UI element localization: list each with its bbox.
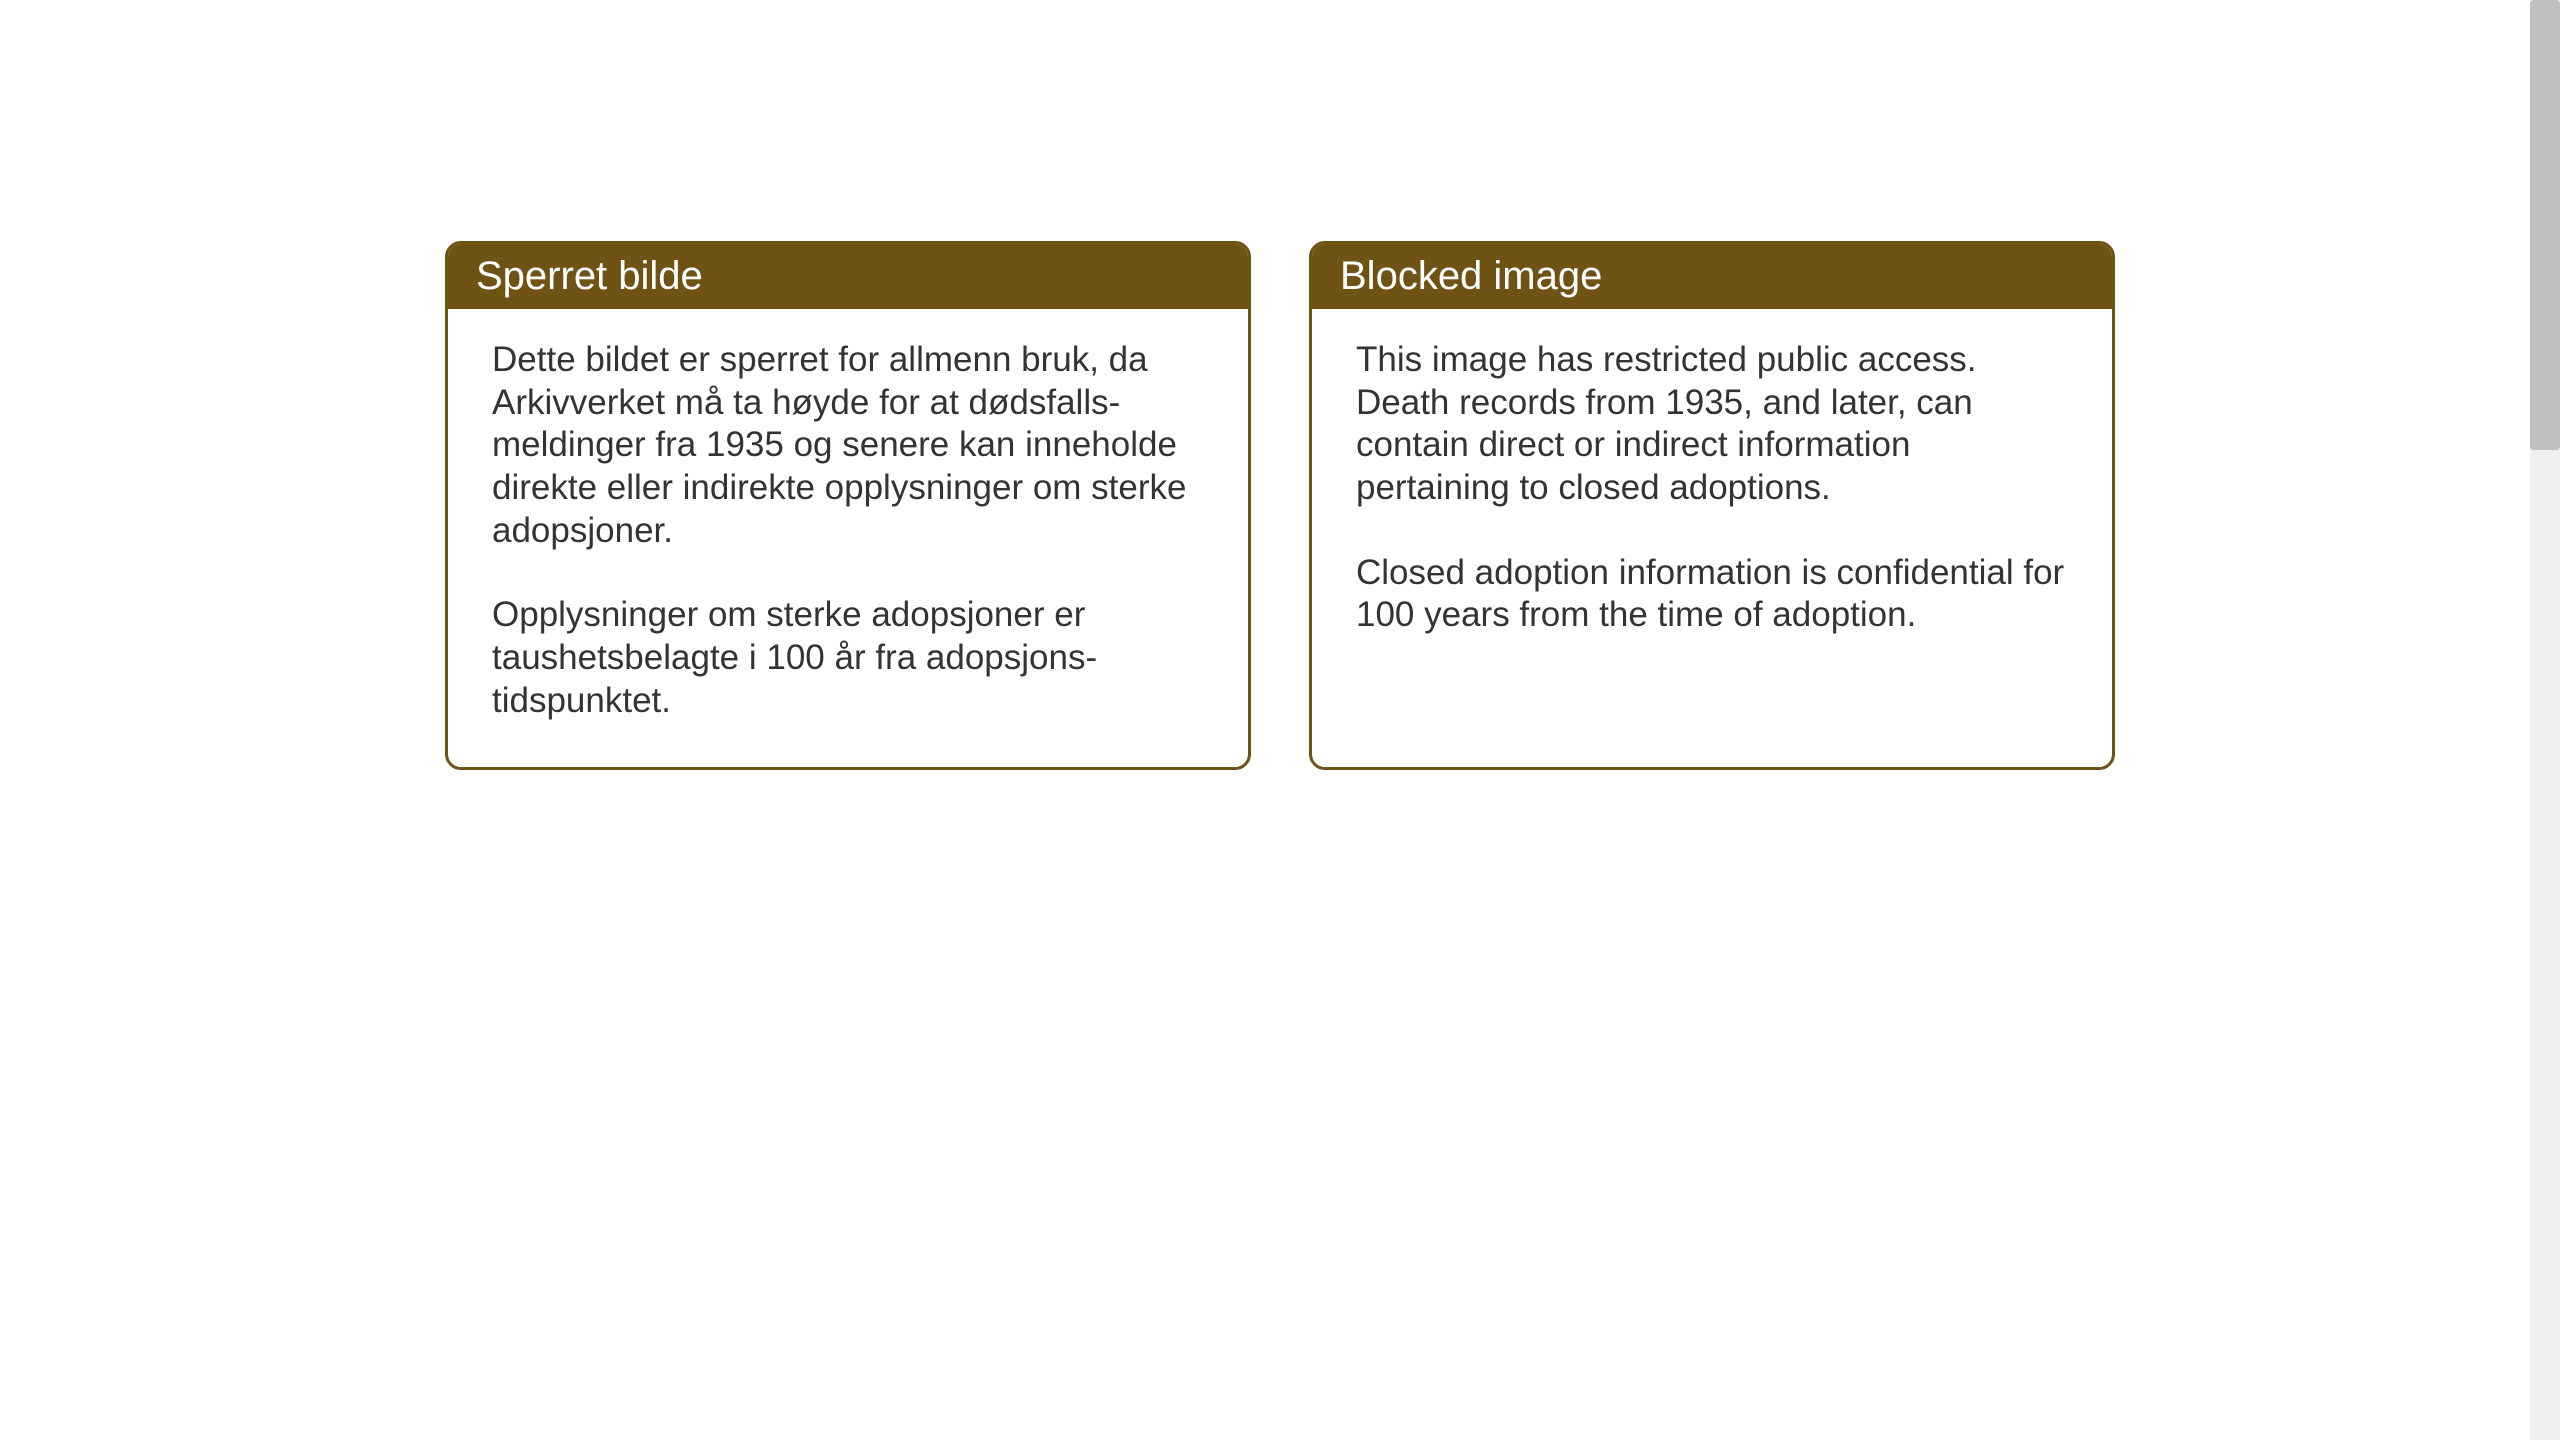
english-card-title: Blocked image [1312, 244, 2112, 309]
norwegian-card-title: Sperret bilde [448, 244, 1248, 309]
vertical-scrollbar-track[interactable] [2530, 0, 2560, 1440]
english-paragraph-1: This image has restricted public access.… [1356, 339, 2068, 510]
vertical-scrollbar-thumb[interactable] [2530, 0, 2560, 450]
english-notice-card: Blocked image This image has restricted … [1309, 241, 2115, 770]
notice-container: Sperret bilde Dette bildet er sperret fo… [445, 241, 2115, 770]
english-card-body: This image has restricted public access.… [1312, 309, 2112, 749]
norwegian-notice-card: Sperret bilde Dette bildet er sperret fo… [445, 241, 1251, 770]
norwegian-paragraph-1: Dette bildet er sperret for allmenn bruk… [492, 339, 1204, 552]
english-paragraph-2: Closed adoption information is confident… [1356, 552, 2068, 637]
norwegian-paragraph-2: Opplysninger om sterke adopsjoner er tau… [492, 594, 1204, 722]
norwegian-card-body: Dette bildet er sperret for allmenn bruk… [448, 309, 1248, 767]
